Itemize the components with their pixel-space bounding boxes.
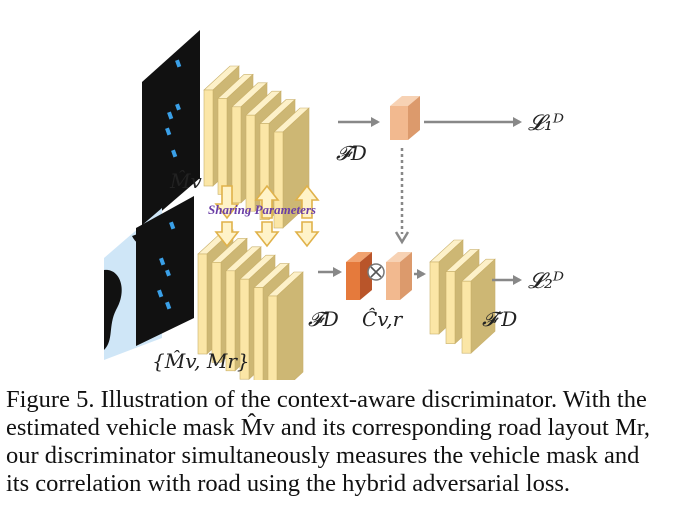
- caption-line: Figure 5. Illustration of the context-aw…: [6, 386, 647, 413]
- multiply-icon: [367, 263, 385, 281]
- loss2-label: 𝓛₂ᴰ: [528, 269, 564, 294]
- slab-front: [429, 261, 440, 335]
- figure-caption: Figure 5. Illustration of the context-aw…: [6, 386, 682, 498]
- feature-bottom-label: 𝓕D: [308, 307, 339, 331]
- caption-line: our discriminator simultaneously measure…: [6, 442, 640, 469]
- corr-cube: [346, 252, 372, 300]
- slab-front: [245, 114, 256, 212]
- slab-front: [273, 131, 284, 229]
- slab-front: [267, 295, 278, 380]
- slab-front: [203, 89, 214, 187]
- slab-front: [461, 280, 472, 354]
- pool-cube-bottom: [386, 252, 412, 300]
- feature-top-label: 𝓕D: [336, 141, 367, 165]
- caption-line: estimated vehicle mask M̂v and its corre…: [6, 414, 651, 441]
- feature-prime-label: 𝓕′D: [482, 307, 517, 331]
- feature-stack-final: [429, 239, 496, 354]
- loss1-label: 𝓛₁ᴰ: [528, 111, 564, 136]
- dotted-arrow-head: [394, 231, 410, 245]
- pool-cube-top: [390, 96, 420, 140]
- slab-front: [217, 98, 228, 195]
- feature-stack-top: [203, 65, 310, 229]
- slab-front: [253, 287, 264, 380]
- mask-pair-label: {M̂v, Mr}: [152, 349, 250, 373]
- caption-line: its correlation with road using the hybr…: [6, 470, 571, 497]
- slab-front: [197, 253, 208, 355]
- mask-vehicle-label: M̂v: [169, 169, 202, 193]
- feature-stack-bottom: [197, 229, 304, 380]
- slab-front: [259, 123, 270, 220]
- slab-front: [445, 271, 456, 344]
- discriminator-diagram: Sharing Parameters 𝓛₁ᴰ 𝓛₂ᴰ M̂v 𝓕D 𝓕D Ĉv,…: [104, 30, 564, 380]
- sharing-arrows: [214, 184, 320, 248]
- vehicle-mask-bottom: [136, 196, 194, 346]
- vehicle-mask-top: [142, 30, 200, 228]
- correlation-label: Ĉv,r: [362, 306, 404, 331]
- slab-front: [231, 106, 242, 204]
- slab-front: [239, 278, 250, 380]
- sharing-parameters-label: Sharing Parameters: [208, 202, 316, 217]
- slab-front: [211, 262, 222, 363]
- slab-front: [225, 270, 236, 372]
